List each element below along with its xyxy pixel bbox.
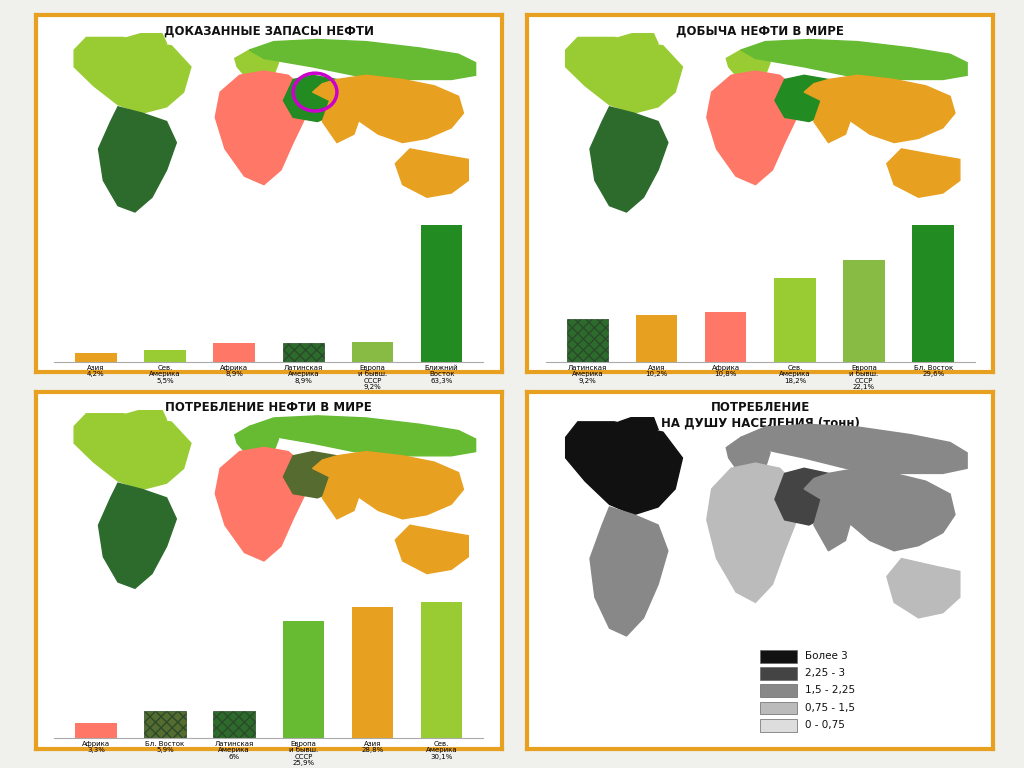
Polygon shape <box>284 75 347 121</box>
Polygon shape <box>284 452 347 498</box>
Polygon shape <box>565 422 682 515</box>
Polygon shape <box>395 525 468 574</box>
Text: 1,5 - 2,25: 1,5 - 2,25 <box>806 685 855 695</box>
Bar <box>213 343 255 362</box>
Polygon shape <box>234 50 279 79</box>
Polygon shape <box>249 415 475 455</box>
Text: 0,75 - 1,5: 0,75 - 1,5 <box>806 703 855 713</box>
Text: 0 - 0,75: 0 - 0,75 <box>806 720 845 730</box>
Bar <box>636 315 677 362</box>
Polygon shape <box>98 483 176 588</box>
Polygon shape <box>395 149 468 197</box>
Polygon shape <box>804 468 955 551</box>
Polygon shape <box>323 101 361 143</box>
Polygon shape <box>887 558 959 617</box>
FancyBboxPatch shape <box>760 650 798 663</box>
Polygon shape <box>312 75 464 143</box>
Polygon shape <box>590 107 668 212</box>
Bar <box>421 225 463 362</box>
Text: ПОТРЕБЛЕНИЕ НЕФТИ В МИРЕ: ПОТРЕБЛЕНИЕ НЕФТИ В МИРЕ <box>166 401 372 414</box>
Polygon shape <box>312 452 464 519</box>
Polygon shape <box>249 39 475 79</box>
Bar <box>844 260 885 362</box>
Polygon shape <box>726 50 770 79</box>
Polygon shape <box>123 33 167 50</box>
FancyBboxPatch shape <box>760 702 798 714</box>
Bar <box>75 723 117 738</box>
Text: ПОТРЕБЛЕНИЕ
НА ДУШУ НАСЕЛЕНИЯ (тонн): ПОТРЕБЛЕНИЕ НА ДУШУ НАСЕЛЕНИЯ (тонн) <box>660 401 860 429</box>
FancyBboxPatch shape <box>760 719 798 732</box>
FancyBboxPatch shape <box>760 667 798 680</box>
Polygon shape <box>740 39 967 79</box>
Polygon shape <box>215 448 305 561</box>
Bar <box>912 225 954 362</box>
Polygon shape <box>614 417 658 437</box>
Bar <box>352 607 393 738</box>
Bar <box>283 343 325 362</box>
Bar <box>421 601 463 738</box>
Text: ДОБЫЧА НЕФТИ В МИРЕ: ДОБЫЧА НЕФТИ В МИРЕ <box>677 25 844 38</box>
Polygon shape <box>707 71 797 184</box>
Bar <box>566 319 608 362</box>
Bar <box>75 353 117 362</box>
FancyBboxPatch shape <box>760 684 798 697</box>
Polygon shape <box>804 75 955 143</box>
Polygon shape <box>814 101 853 143</box>
Polygon shape <box>74 38 190 113</box>
Polygon shape <box>887 149 959 197</box>
Polygon shape <box>726 437 770 473</box>
Polygon shape <box>614 33 658 50</box>
Polygon shape <box>590 507 668 636</box>
Text: 2,25 - 3: 2,25 - 3 <box>806 668 846 678</box>
Bar <box>283 621 325 738</box>
Bar <box>144 711 185 738</box>
Polygon shape <box>775 468 839 525</box>
Polygon shape <box>814 499 853 551</box>
Text: Более 3: Более 3 <box>806 650 848 660</box>
Polygon shape <box>215 71 305 184</box>
Bar <box>213 711 255 738</box>
Bar <box>144 350 185 362</box>
Polygon shape <box>123 409 167 426</box>
Polygon shape <box>323 477 361 519</box>
Text: ДОКАЗАННЫЕ ЗАПАСЫ НЕФТИ: ДОКАЗАННЫЕ ЗАПАСЫ НЕФТИ <box>164 25 374 38</box>
Bar <box>774 278 816 362</box>
Polygon shape <box>74 414 190 489</box>
Polygon shape <box>234 426 279 455</box>
Polygon shape <box>740 425 967 473</box>
Polygon shape <box>707 463 797 602</box>
Bar <box>705 312 746 362</box>
Bar <box>352 342 393 362</box>
Polygon shape <box>98 107 176 212</box>
Polygon shape <box>775 75 839 121</box>
Polygon shape <box>565 38 682 113</box>
